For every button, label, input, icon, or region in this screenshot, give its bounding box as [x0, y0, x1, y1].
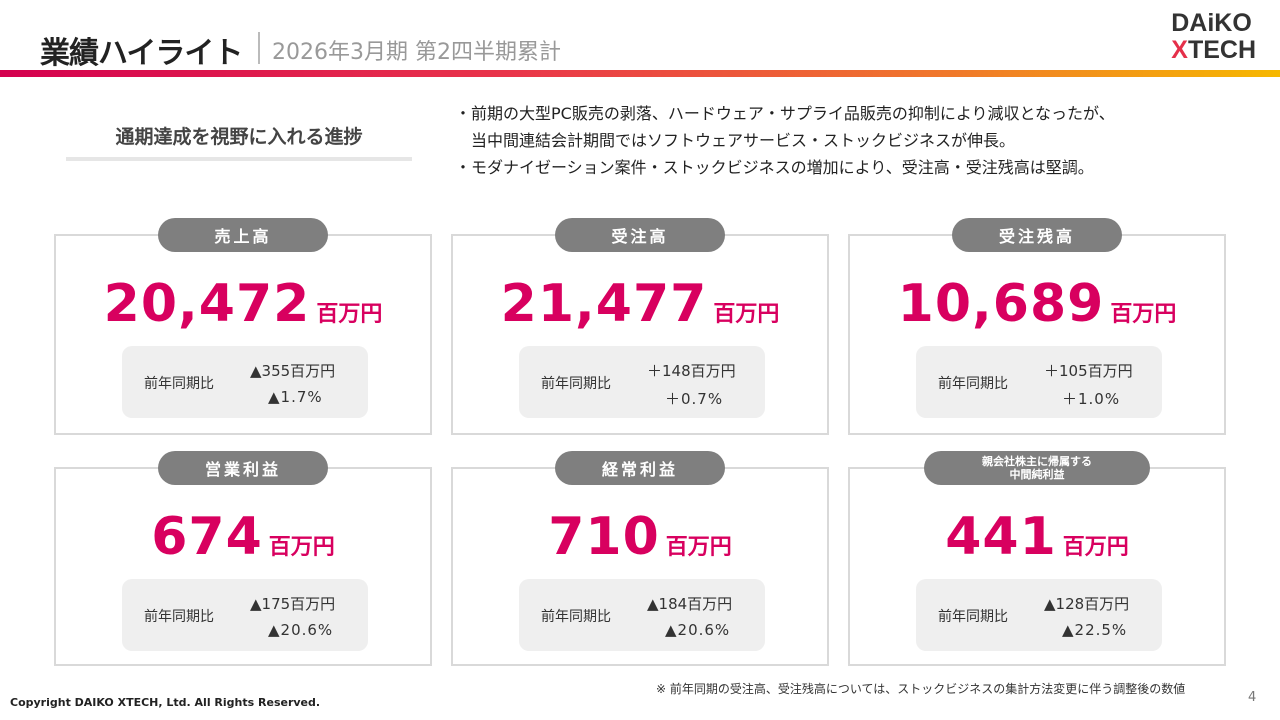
footnote: ※ 前年同期の受注高、受注残高については、ストックビジネスの集計方法変更に伴う調…	[656, 682, 1186, 696]
kpi-number: 674	[151, 507, 263, 567]
kpi-number: 441	[945, 507, 1057, 567]
yoy-pct: ＋1.0%	[1062, 390, 1121, 408]
kpi-label-text: 売上高	[214, 227, 272, 246]
page-subtitle: 2026年3月期 第2四半期累計	[272, 40, 561, 65]
yoy-box: 前年同期比 ▲175百万円 ▲20.6%	[122, 579, 368, 651]
yoy-label: 前年同期比	[144, 376, 214, 392]
kpi-label: 営業利益	[158, 451, 328, 485]
kpi-label: 売上高	[158, 218, 328, 252]
kpi-number: 21,477	[500, 274, 708, 334]
yoy-pct: ＋0.7%	[665, 390, 724, 408]
kpi-value: 710 百万円	[453, 507, 827, 567]
yoy-box: 前年同期比 ＋148百万円 ＋0.7%	[519, 346, 765, 418]
yoy-diff: ▲184百万円	[647, 595, 733, 613]
kpi-label-text: 経常利益	[601, 460, 678, 479]
bullet-line: 当中間連結会計期間ではソフトウェアサービス・ストックビジネスが伸長。	[455, 131, 1016, 150]
kpi-label-text: 受注高	[611, 227, 669, 246]
kpi-unit: 百万円	[1062, 535, 1129, 560]
kpi-card-ordinary-profit: 経常利益 710 百万円 前年同期比 ▲184百万円 ▲20.6%	[451, 451, 829, 666]
logo-line2: XTECH	[1171, 37, 1256, 64]
logo-x: X	[1171, 36, 1188, 64]
yoy-box: 前年同期比 ▲355百万円 ▲1.7%	[122, 346, 368, 418]
logo-tech: TECH	[1187, 36, 1256, 64]
yoy-diff: ▲355百万円	[250, 362, 336, 380]
yoy-label: 前年同期比	[144, 609, 214, 625]
yoy-box: 前年同期比 ▲128百万円 ▲22.5%	[916, 579, 1162, 651]
yoy-label: 前年同期比	[938, 609, 1008, 625]
kpi-label: 受注高	[555, 218, 725, 252]
kpi-value: 441 百万円	[850, 507, 1224, 567]
kpi-card-sales: 売上高 20,472 百万円 前年同期比 ▲355百万円 ▲1.7%	[54, 218, 432, 435]
kpi-value: 10,689 百万円	[850, 274, 1224, 334]
yoy-box: 前年同期比 ＋105百万円 ＋1.0%	[916, 346, 1162, 418]
kpi-label: 経常利益	[555, 451, 725, 485]
kpi-number: 10,689	[897, 274, 1105, 334]
kpi-label: 受注残高	[952, 218, 1122, 252]
yoy-pct: ▲20.6%	[665, 621, 731, 639]
kpi-label: 親会社株主に帰属する 中間純利益	[924, 451, 1150, 485]
summary-bullets: ・前期の大型PC販売の剥落、ハードウェア・サプライ品販売の抑制により減収となった…	[455, 100, 1115, 181]
yoy-box: 前年同期比 ▲184百万円 ▲20.6%	[519, 579, 765, 651]
header-gradient-bar	[0, 70, 1280, 77]
company-logo: DAiKO XTECH	[1171, 10, 1256, 64]
bullet-line: ・前期の大型PC販売の剥落、ハードウェア・サプライ品販売の抑制により減収となった…	[455, 104, 1115, 123]
kpi-label-text: 営業利益	[204, 460, 281, 479]
kpi-number: 710	[548, 507, 660, 567]
page-number: 4	[1248, 690, 1257, 705]
kpi-label-line2: 中間純利益	[1009, 468, 1065, 481]
yoy-pct: ▲1.7%	[268, 388, 323, 406]
yoy-pct: ▲20.6%	[268, 621, 334, 639]
kpi-card-order-backlog: 受注残高 10,689 百万円 前年同期比 ＋105百万円 ＋1.0%	[848, 218, 1226, 435]
yoy-pct: ▲22.5%	[1062, 621, 1128, 639]
yoy-diff: ＋148百万円	[647, 362, 736, 380]
bullet-line: ・モダナイゼーション案件・ストックビジネスの増加により、受注高・受注残高は堅調。	[455, 158, 1094, 177]
kpi-label-line1: 親会社株主に帰属する	[982, 455, 1092, 468]
yoy-diff: ▲175百万円	[250, 595, 336, 613]
kpi-unit: 百万円	[1110, 302, 1177, 327]
logo-line1: DAiKO	[1171, 9, 1252, 37]
kpi-unit: 百万円	[713, 302, 780, 327]
yoy-label: 前年同期比	[541, 376, 611, 392]
kpi-card-operating-profit: 営業利益 674 百万円 前年同期比 ▲175百万円 ▲20.6%	[54, 451, 432, 666]
kpi-number: 20,472	[103, 274, 311, 334]
kpi-card-net-profit: 親会社株主に帰属する 中間純利益 441 百万円 前年同期比 ▲128百万円 ▲22.5…	[848, 451, 1226, 666]
title-divider	[258, 32, 260, 64]
kpi-unit: 百万円	[268, 535, 335, 560]
copyright: Copyright DAIKO XTECH, Ltd. All Rights R…	[10, 696, 321, 709]
yoy-label: 前年同期比	[938, 376, 1008, 392]
kpi-unit: 百万円	[316, 302, 383, 327]
kpi-value: 21,477 百万円	[453, 274, 827, 334]
kpi-unit: 百万円	[665, 535, 732, 560]
kpi-label-text: 受注残高	[998, 227, 1075, 246]
lead-heading: 通期達成を視野に入れる進捗	[66, 122, 412, 161]
yoy-label: 前年同期比	[541, 609, 611, 625]
kpi-value: 674 百万円	[56, 507, 430, 567]
yoy-diff: ▲128百万円	[1044, 595, 1130, 613]
page-title: 業績ハイライト	[40, 36, 243, 71]
kpi-card-orders: 受注高 21,477 百万円 前年同期比 ＋148百万円 ＋0.7%	[451, 218, 829, 435]
yoy-diff: ＋105百万円	[1044, 362, 1133, 380]
kpi-value: 20,472 百万円	[56, 274, 430, 334]
